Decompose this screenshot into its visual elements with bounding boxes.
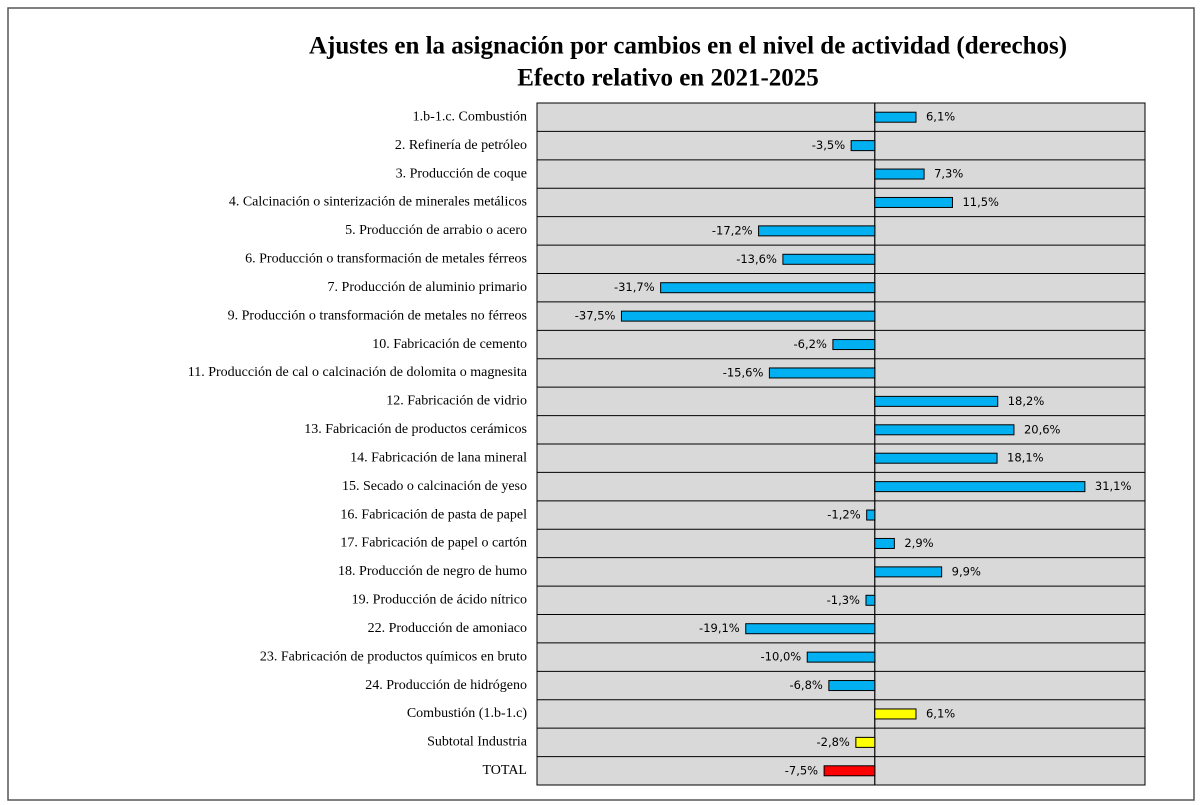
value-label: -37,5% [575, 309, 616, 323]
value-label: 20,6% [1024, 422, 1061, 436]
value-label: -31,7% [614, 280, 655, 294]
bar [874, 111, 917, 123]
category-label: 1.b-1.c. Combustión [413, 109, 527, 124]
category-label: 2. Refinería de petróleo [395, 138, 527, 153]
value-label: -6,2% [794, 337, 827, 351]
value-label: 9,9% [952, 564, 981, 578]
category-label: 13. Fabricación de productos cerámicos [304, 422, 527, 437]
bar [828, 680, 876, 692]
value-label: -7,5% [785, 763, 818, 777]
category-label: 24. Producción de hidrógeno [365, 678, 527, 693]
category-label: 19. Producción de ácido nítrico [352, 593, 527, 608]
category-label: 12. Fabricación de vidrio [386, 394, 527, 409]
bar [620, 310, 876, 322]
value-label: -15,6% [723, 365, 764, 379]
value-label: -13,6% [736, 252, 777, 266]
bar [758, 225, 876, 237]
category-label: 10. Fabricación de cemento [372, 337, 527, 352]
bar [865, 594, 876, 606]
bar [874, 395, 999, 407]
category-label: 16. Fabricación de pasta de papel [340, 507, 527, 522]
value-label: -2,8% [816, 735, 849, 749]
value-label: -1,3% [827, 593, 860, 607]
category-label: 15. Secado o calcinación de yeso [342, 479, 527, 494]
category-label: 11. Producción de cal o calcinación de d… [188, 365, 528, 380]
category-label: TOTAL [482, 763, 527, 778]
value-label: -17,2% [712, 223, 753, 237]
category-label: 18. Producción de negro de humo [338, 564, 527, 579]
value-label: 31,1% [1095, 479, 1132, 493]
value-label: -3,5% [812, 138, 845, 152]
bar [782, 253, 876, 265]
bar [874, 566, 943, 578]
value-label: 2,9% [904, 536, 933, 550]
bar [874, 481, 1086, 493]
bar [855, 736, 876, 748]
value-label: 6,1% [926, 110, 955, 124]
bar [745, 623, 876, 635]
value-label: -10,0% [761, 650, 802, 664]
bar [874, 537, 895, 549]
bar [806, 651, 876, 663]
value-label: -19,1% [699, 621, 740, 635]
chart-subtitle: Efecto relativo en 2021-2025 [517, 65, 819, 92]
value-label: 6,1% [926, 706, 955, 720]
category-label: 9. Producción o transformación de metale… [228, 308, 527, 323]
category-label: Subtotal Industria [427, 735, 528, 750]
bar [874, 196, 953, 208]
bar [832, 339, 876, 351]
category-label: 4. Calcinación o sinterización de minera… [229, 195, 527, 210]
category-label: Combustión (1.b-1.c) [407, 706, 527, 721]
category-label: 6. Producción o transformación de metale… [245, 252, 527, 267]
category-label: 14. Fabricación de lana mineral [350, 450, 527, 465]
bar [850, 140, 876, 152]
bar [874, 452, 998, 464]
bar [660, 282, 876, 294]
value-label: 18,1% [1007, 451, 1044, 465]
category-label: 7. Producción de aluminio primario [328, 280, 527, 295]
bar [874, 424, 1015, 436]
bar [874, 168, 925, 180]
bar [874, 708, 917, 720]
chart-title: Ajustes en la asignación por cambios en … [309, 33, 1067, 60]
value-label: -6,8% [789, 678, 822, 692]
bar [823, 765, 876, 777]
bar [768, 367, 876, 379]
category-label: 5. Producción de arrabio o acero [345, 223, 527, 238]
category-label: 17. Fabricación de papel o cartón [340, 536, 527, 551]
value-label: -1,2% [827, 508, 860, 522]
value-label: 11,5% [962, 195, 999, 209]
value-label: 18,2% [1008, 394, 1045, 408]
category-label: 3. Producción de coque [396, 166, 527, 181]
category-label: 23. Fabricación de productos químicos en… [260, 649, 527, 664]
category-label: 22. Producción de amoniaco [368, 621, 527, 636]
value-label: 7,3% [934, 167, 963, 181]
bar [866, 509, 876, 521]
